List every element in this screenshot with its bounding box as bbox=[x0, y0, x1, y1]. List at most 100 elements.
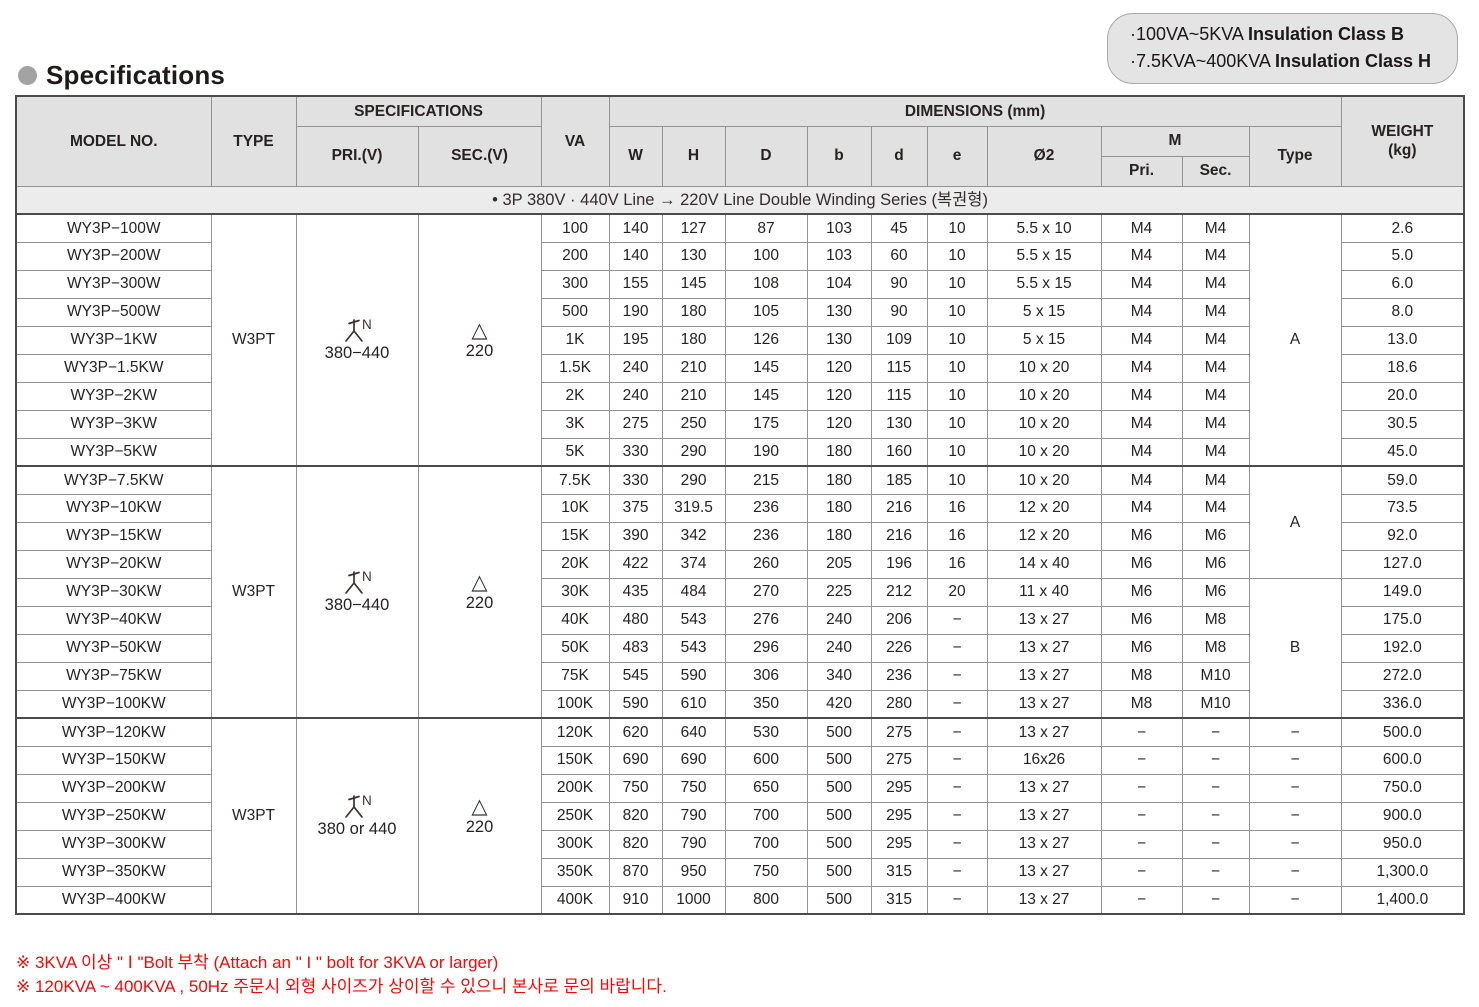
m-pri-cell: − bbox=[1100, 745, 1183, 775]
va-cell: 100 bbox=[540, 213, 610, 243]
table-row: WY3P−3KW 3K 275 250 175 120 130 10 10 x 20 M4 M4 30… bbox=[15, 409, 1465, 439]
va-cell: 200 bbox=[540, 241, 610, 271]
d-cell: 530 bbox=[724, 717, 808, 747]
h-cell: 145 bbox=[661, 269, 726, 299]
weight-cell: 127.0 bbox=[1340, 549, 1465, 579]
weight-cell: 1,300.0 bbox=[1340, 857, 1465, 887]
model-cell: WY3P−300W bbox=[15, 269, 212, 299]
d2-cell: 315 bbox=[870, 885, 928, 915]
e-cell: − bbox=[926, 829, 988, 859]
table-row: WY3P−7.5KW W3PT N 380−440 △ 220 7.5K 330 290 215 1… bbox=[15, 465, 1465, 719]
model-cell: WY3P−50KW bbox=[15, 633, 212, 663]
w-cell: 155 bbox=[608, 269, 663, 299]
e-cell: − bbox=[926, 633, 988, 663]
d2-cell: 185 bbox=[870, 465, 928, 495]
h-cell: 543 bbox=[661, 633, 726, 663]
title-bullet-icon bbox=[18, 66, 37, 85]
weight-cell: 73.5 bbox=[1340, 493, 1465, 523]
w-cell: 240 bbox=[608, 353, 663, 383]
h-cell: 790 bbox=[661, 801, 726, 831]
weight-cell: 336.0 bbox=[1340, 689, 1465, 719]
pri-voltage: 380 or 440 bbox=[317, 820, 397, 839]
b-cell: 340 bbox=[806, 661, 872, 691]
w-cell: 820 bbox=[608, 801, 663, 831]
m-sec-cell: M4 bbox=[1181, 325, 1250, 355]
h-cell: 374 bbox=[661, 549, 726, 579]
h-cell: 750 bbox=[661, 773, 726, 803]
d-cell: 108 bbox=[724, 269, 808, 299]
m-pri-cell: M4 bbox=[1100, 269, 1183, 299]
header-dim-d: D bbox=[724, 125, 808, 187]
model-cell: WY3P−15KW bbox=[15, 521, 212, 551]
h-cell: 130 bbox=[661, 241, 726, 271]
weight-cell: 600.0 bbox=[1340, 745, 1465, 775]
h-cell: 210 bbox=[661, 353, 726, 383]
m-pri-cell: M4 bbox=[1100, 381, 1183, 411]
d-cell: 276 bbox=[724, 605, 808, 635]
va-cell: 250K bbox=[540, 801, 610, 831]
b-cell: 103 bbox=[806, 241, 872, 271]
o2-cell: 13 x 27 bbox=[986, 661, 1102, 691]
model-cell: WY3P−350KW bbox=[15, 857, 212, 887]
table-row: WY3P−50KW 50K 483 543 296 240 226−13 x 27 M6 M8 1… bbox=[15, 633, 1465, 663]
wye-n-icon: N bbox=[345, 793, 372, 819]
d-cell: 215 bbox=[724, 465, 808, 495]
e-cell: − bbox=[926, 745, 988, 775]
b-cell: 500 bbox=[806, 745, 872, 775]
header-dimensions: DIMENSIONS (mm) bbox=[608, 95, 1342, 127]
e-cell: 10 bbox=[926, 297, 988, 327]
o2-cell: 13 x 27 bbox=[986, 689, 1102, 719]
m-pri-cell: M8 bbox=[1100, 689, 1183, 719]
model-cell: WY3P−1.5KW bbox=[15, 353, 212, 383]
h-cell: 484 bbox=[661, 577, 726, 607]
series-note: • 3P 380V · 440V Line → 220V Line Double… bbox=[15, 185, 1465, 215]
header-dim-o2: Ø2 bbox=[986, 125, 1102, 187]
insulation-class-badge: ·100VA~5KVA Insulation Class B ·7.5KVA~4… bbox=[1107, 13, 1458, 84]
weight-cell: 30.5 bbox=[1340, 409, 1465, 439]
d2-cell: 45 bbox=[870, 213, 928, 243]
e-cell: 10 bbox=[926, 381, 988, 411]
model-cell: WY3P−400KW bbox=[15, 885, 212, 915]
header-frame-type: Type bbox=[1248, 125, 1342, 187]
w-cell: 870 bbox=[608, 857, 663, 887]
va-cell: 15K bbox=[540, 521, 610, 551]
m-pri-cell: M4 bbox=[1100, 409, 1183, 439]
m-sec-cell: M4 bbox=[1181, 269, 1250, 299]
d-cell: 350 bbox=[724, 689, 808, 719]
header-dim-b: b bbox=[806, 125, 872, 187]
pri-cell: N 380−440 bbox=[295, 465, 419, 719]
m-sec-cell: M4 bbox=[1181, 493, 1250, 523]
b-cell: 180 bbox=[806, 493, 872, 523]
weight-cell: 8.0 bbox=[1340, 297, 1465, 327]
d2-cell: 295 bbox=[870, 829, 928, 859]
sec-voltage: 220 bbox=[465, 341, 494, 360]
b-cell: 500 bbox=[806, 801, 872, 831]
h-cell: 250 bbox=[661, 409, 726, 439]
weight-cell: 500.0 bbox=[1340, 717, 1465, 747]
header-weight-unit: (kg) bbox=[1388, 142, 1417, 160]
e-cell: − bbox=[926, 801, 988, 831]
h-cell: 319.5 bbox=[661, 493, 726, 523]
va-cell: 150K bbox=[540, 745, 610, 775]
table-row: WY3P−2KW 2K 240 210 145 120 115 10 10 x 20 M4 M4 20… bbox=[15, 381, 1465, 411]
table-row: WY3P−300W 300 155 145 108 104 90 10 5.5 x 15 M4 M4… bbox=[15, 269, 1465, 299]
d-cell: 145 bbox=[724, 381, 808, 411]
header-dim-h: H bbox=[661, 125, 726, 187]
o2-cell: 12 x 20 bbox=[986, 521, 1102, 551]
weight-cell: 45.0 bbox=[1340, 437, 1465, 467]
model-cell: WY3P−100W bbox=[15, 213, 212, 243]
h-cell: 290 bbox=[661, 465, 726, 495]
header-row-2: PRI.(V) SEC.(V) W H D b d e Ø2 M Type bbox=[16, 125, 1464, 187]
m-sec-cell: M10 bbox=[1181, 661, 1250, 691]
o2-cell: 10 x 20 bbox=[986, 465, 1102, 495]
b-cell: 120 bbox=[806, 353, 872, 383]
page-title-row: Specifications bbox=[18, 60, 225, 91]
va-cell: 1.5K bbox=[540, 353, 610, 383]
h-cell: 342 bbox=[661, 521, 726, 551]
table-row: WY3P−5KW 5K 330 290 190 180 160 10 10 x 20 M4 M4 45… bbox=[15, 437, 1465, 467]
weight-cell: 1,400.0 bbox=[1340, 885, 1465, 915]
b-cell: 500 bbox=[806, 829, 872, 859]
svg-text:N: N bbox=[362, 569, 372, 584]
h-cell: 950 bbox=[661, 857, 726, 887]
m-pri-cell: M4 bbox=[1100, 465, 1183, 495]
